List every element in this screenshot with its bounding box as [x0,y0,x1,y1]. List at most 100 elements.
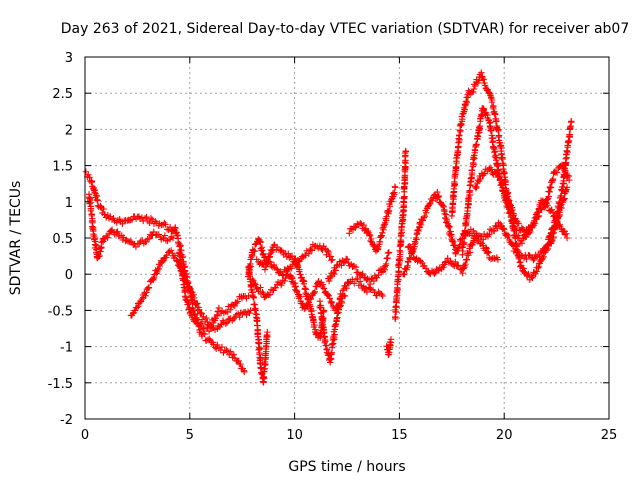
data-point [158,258,166,266]
data-point [205,327,213,335]
data-point [257,239,264,246]
data-point [135,302,142,310]
data-point [464,93,472,101]
data-point [490,227,497,234]
data-point [484,248,491,255]
data-point [380,223,388,231]
data-point [288,265,295,272]
data-point [452,258,459,266]
data-point [413,236,420,243]
data-point [98,239,105,246]
data-point [510,210,518,218]
data-point [370,277,378,285]
data-point [406,243,413,250]
data-point [489,138,497,145]
y-tick-label: 1.5 [52,160,73,175]
data-point [195,306,203,313]
data-point [155,231,163,238]
data-point [392,184,399,191]
data-point [490,102,497,110]
data-point [114,228,121,235]
data-point [525,270,532,278]
data-point [297,271,304,278]
data-point [250,294,258,301]
data-point [475,236,482,243]
data-point [409,247,417,255]
data-point [387,336,395,343]
data-point [222,320,230,327]
data-point [292,257,300,264]
data-point [171,252,179,259]
data-point [328,298,336,306]
data-point [328,341,336,348]
data-point [351,280,358,287]
x-tick-label: 15 [391,428,408,443]
data-point [325,248,332,256]
data-point [446,223,453,230]
data-point [561,168,569,176]
y-tick-label: 1 [65,196,73,211]
data-point [534,264,542,272]
data-point [257,284,264,291]
data-point [169,234,177,242]
y-axis-label: SDTVAR / TECUs [8,181,24,296]
data-point [487,127,495,135]
data-point [268,247,276,254]
data-point [110,214,117,222]
x-tick-label: 0 [81,428,89,443]
data-point [333,315,340,322]
data-point [559,186,567,193]
data-point [545,233,553,241]
data-point [500,226,508,233]
y-tick-label: -2 [60,413,73,428]
data-point [180,275,188,283]
data-point [180,281,188,288]
data-point [282,274,289,282]
data-point [133,304,141,311]
data-point [422,265,430,272]
data-point [356,278,364,285]
data-point [463,212,470,220]
data-point [91,186,98,194]
data-point [279,248,287,256]
data-point [473,183,480,191]
data-point [264,328,271,336]
data-point [101,211,109,218]
data-point [496,139,503,146]
data-point [241,368,248,376]
data-point [459,269,466,277]
data-point [397,248,404,256]
chart-title: Day 263 of 2021, Sidereal Day-to-day VTE… [61,21,630,37]
data-point [346,230,353,237]
data-point [417,221,425,229]
data-point [544,241,551,248]
x-tick-label: 25 [601,428,618,443]
data-point [145,284,153,291]
data-point [324,247,331,255]
data-point [100,205,107,213]
data-point [223,347,230,354]
data-point [296,268,303,275]
data-point [304,295,312,302]
data-point [198,320,205,328]
data-point [142,238,150,246]
data-point [288,252,296,260]
data-point [193,316,200,323]
data-point [260,250,267,258]
data-point [332,267,339,274]
data-point [361,226,369,234]
data-point [486,123,494,131]
data-point [442,258,450,265]
data-point [463,256,471,263]
data-point [156,262,164,270]
data-point [247,283,255,291]
data-point [352,263,360,271]
data-point [162,221,169,228]
x-axis-label: GPS time / hours [288,459,405,475]
y-tick-label: 2 [65,123,73,138]
data-point [328,350,335,358]
data-point [138,236,146,244]
data-point [324,291,332,298]
data-point [236,313,243,321]
data-point [97,248,104,255]
